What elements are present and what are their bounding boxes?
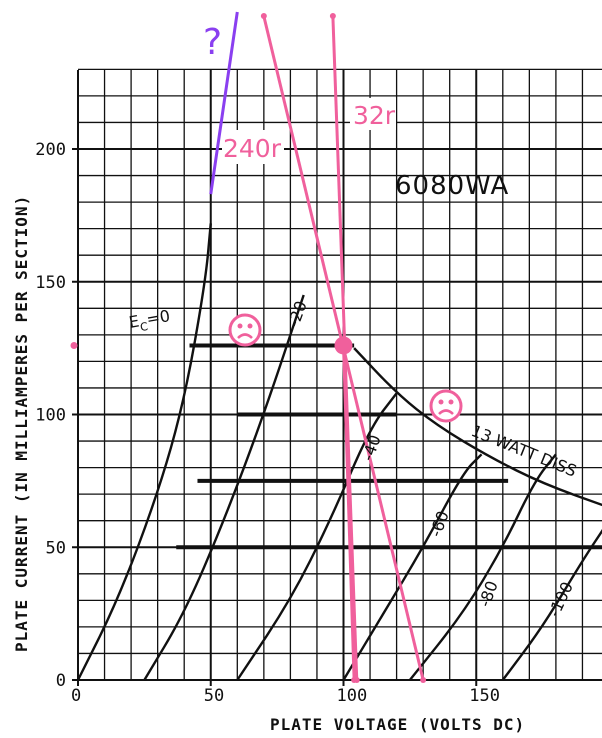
load-line-cross (342, 345, 356, 681)
x-axis-label: PLATE VOLTAGE (VOLTS DC) (270, 715, 525, 734)
purple-line (209, 11, 239, 195)
grid-lines (72, 68, 602, 686)
horizontal-reference-lines (176, 343, 602, 550)
left-axis-marker (70, 341, 78, 349)
y-axis-label: PLATE CURRENT (IN MILLIAMPERES PER SECTI… (12, 195, 31, 652)
label-bg-32r (350, 98, 396, 130)
sad-face-outline (429, 389, 463, 423)
x-tick-label: 0 (71, 686, 81, 706)
sad-face-mouth (237, 333, 253, 339)
load-line-32r-label: 32r (353, 101, 396, 130)
sad-face-eye-right (448, 399, 454, 405)
sad-face-eye-left (438, 399, 444, 405)
operating-point-dot (334, 336, 353, 355)
load-line-top-dot-1 (329, 13, 336, 19)
curve--100 (501, 529, 602, 681)
load-line-240r-label: 240r (223, 134, 282, 163)
sad-face-eye-right (247, 323, 253, 329)
dissipation-label: 13 WATT DISS (469, 421, 580, 480)
curve--80 (408, 453, 557, 681)
curve-label--80: -80 (475, 578, 502, 609)
curve--20 (143, 294, 305, 681)
curve--60 (342, 453, 483, 681)
sad-face-icon (429, 389, 463, 423)
tube-type-label: 6080WA (395, 171, 509, 201)
y-tick-label: 0 (56, 671, 66, 691)
label-bg-240r (222, 130, 284, 164)
axis-ticks: 0501001502050100150200 (35, 140, 500, 706)
sad-face-outline (228, 313, 262, 347)
sad-face-eye-left (237, 323, 243, 329)
annotations: ? 240r 32r (203, 22, 463, 423)
x-tick-label: 150 (469, 686, 500, 706)
curve-label--100: -100 (544, 579, 577, 620)
curve-label--20: -20 (284, 298, 311, 329)
load-line-bottom-dot-2 (351, 677, 358, 683)
question-mark-label: ? (203, 22, 222, 63)
y-tick-label: 50 (46, 538, 66, 558)
load-line-top-dot-0 (260, 13, 267, 19)
dissipation-curve (353, 347, 602, 507)
y-tick-label: 100 (35, 406, 66, 426)
x-tick-label: 100 (337, 686, 368, 706)
y-tick-label: 150 (35, 273, 66, 293)
sad-face-icon (228, 313, 262, 347)
curve-label--40: -40 (358, 432, 385, 463)
curve--40 (236, 392, 398, 681)
x-tick-label: 50 (204, 686, 224, 706)
y-tick-label: 200 (35, 140, 66, 160)
sad-face-mouth (438, 409, 454, 415)
load-lines (70, 11, 427, 683)
curve-EC=0 (76, 223, 212, 681)
load-line-bottom-dot-0 (420, 677, 427, 683)
curve-label-ec0: EC=0 (127, 306, 172, 336)
curve-label--60: -60 (426, 508, 453, 539)
